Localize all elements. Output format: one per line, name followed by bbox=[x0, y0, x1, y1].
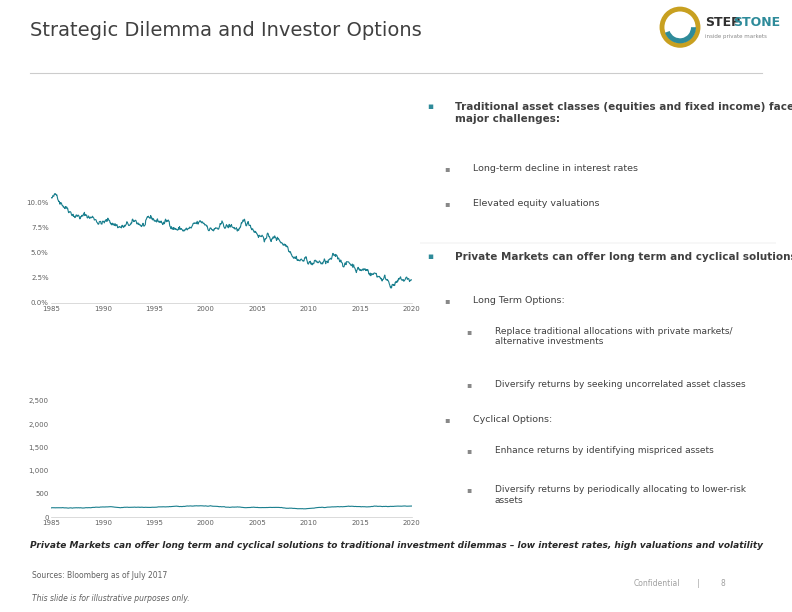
Text: Traditional asset classes (equities and fixed income) face
major challenges:: Traditional asset classes (equities and … bbox=[455, 102, 792, 124]
Text: (10Y US Gov Yield, 1985 to date): (10Y US Gov Yield, 1985 to date) bbox=[151, 176, 288, 184]
Text: |: | bbox=[697, 579, 699, 588]
Text: Long-Term Low Interest Rate Environment: Long-Term Low Interest Rate Environment bbox=[96, 161, 344, 171]
Wedge shape bbox=[665, 27, 696, 43]
Text: Elevated equity valuations: Elevated equity valuations bbox=[474, 199, 600, 208]
Text: ▪: ▪ bbox=[427, 102, 433, 111]
Text: ▪: ▪ bbox=[466, 379, 471, 389]
Text: (S&P 500 Index, 1985 to date): (S&P 500 Index, 1985 to date) bbox=[156, 384, 284, 392]
Text: ▪: ▪ bbox=[427, 252, 433, 261]
Text: Elevated Equity valuations: Elevated Equity valuations bbox=[141, 369, 299, 379]
Text: Enhance returns by identifying mispriced assets: Enhance returns by identifying mispriced… bbox=[494, 446, 714, 455]
Text: ▪: ▪ bbox=[466, 485, 471, 494]
Text: Cyclical Options:: Cyclical Options: bbox=[474, 415, 553, 424]
Text: STEP: STEP bbox=[705, 16, 741, 29]
Text: Confidential: Confidential bbox=[634, 579, 680, 588]
Text: 8: 8 bbox=[721, 579, 725, 588]
Text: This slide is for illustrative purposes only.: This slide is for illustrative purposes … bbox=[32, 594, 189, 603]
Text: Long-term decline in interest rates: Long-term decline in interest rates bbox=[474, 163, 638, 173]
Text: ▪: ▪ bbox=[445, 415, 450, 424]
Text: ▪: ▪ bbox=[445, 163, 450, 173]
Text: Strategic Dilemma and Investor Options: Strategic Dilemma and Investor Options bbox=[30, 21, 422, 40]
Text: STONE: STONE bbox=[733, 16, 780, 29]
Text: Diversify returns by periodically allocating to lower-risk
assets: Diversify returns by periodically alloca… bbox=[494, 485, 745, 505]
Text: ▪: ▪ bbox=[466, 327, 471, 336]
Text: ▪: ▪ bbox=[466, 446, 471, 455]
Text: ▪: ▪ bbox=[445, 296, 450, 305]
Text: Long Term Options:: Long Term Options: bbox=[474, 296, 565, 305]
Text: Private Markets can offer long term and cyclical solutions:: Private Markets can offer long term and … bbox=[455, 252, 792, 262]
Text: Sources: Bloomberg as of July 2017: Sources: Bloomberg as of July 2017 bbox=[32, 572, 167, 580]
Text: ▪: ▪ bbox=[445, 199, 450, 208]
Text: Private Markets can offer long term and cyclical solutions to traditional invest: Private Markets can offer long term and … bbox=[29, 541, 763, 550]
Text: Diversify returns by seeking uncorrelated asset classes: Diversify returns by seeking uncorrelate… bbox=[494, 379, 745, 389]
Text: inside private markets: inside private markets bbox=[705, 34, 767, 39]
Text: Replace traditional allocations with private markets/
alternative investments: Replace traditional allocations with pri… bbox=[494, 327, 732, 346]
